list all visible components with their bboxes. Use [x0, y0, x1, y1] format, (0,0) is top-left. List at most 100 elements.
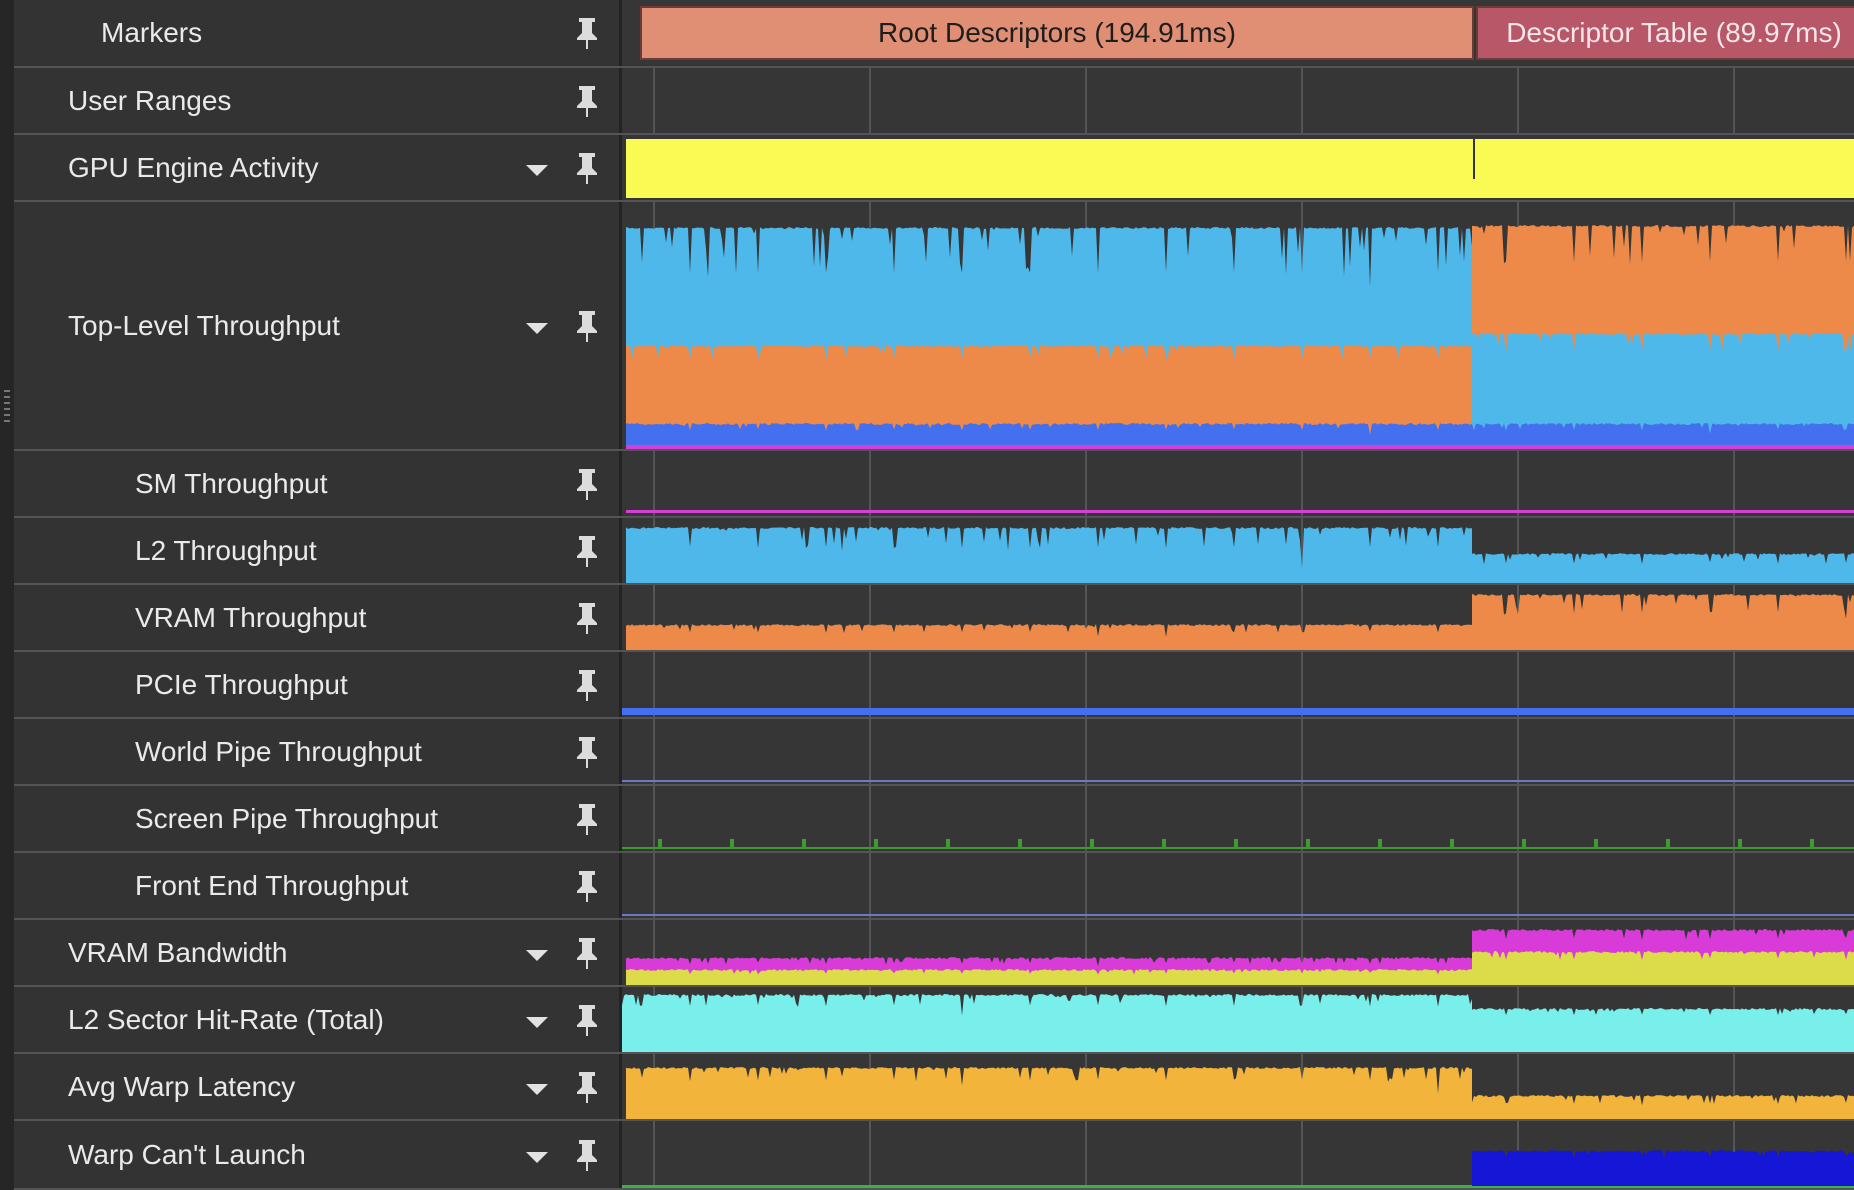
pin-icon[interactable]: [572, 735, 602, 769]
pin-icon[interactable]: [572, 1138, 602, 1172]
row-header[interactable]: Avg Warp Latency: [14, 1054, 622, 1119]
timeline-row-vram-bw: VRAM Bandwidth: [14, 920, 1854, 987]
track-l2-hit[interactable]: [622, 987, 1854, 1052]
row-header[interactable]: VRAM Throughput: [14, 585, 622, 650]
row-label: Front End Throughput: [135, 869, 409, 901]
row-header[interactable]: Warp Can't Launch: [14, 1121, 622, 1188]
track-front-end[interactable]: [622, 853, 1854, 918]
timeline-row-screen-pipe: Screen Pipe Throughput: [14, 786, 1854, 853]
track-screen-pipe[interactable]: [622, 786, 1854, 851]
timeline-row-user-ranges: User Ranges: [14, 68, 1854, 135]
track-graph: [626, 585, 1854, 650]
screen-pipe-spike: [874, 839, 878, 849]
warp-latency-phase2: [1472, 1095, 1854, 1119]
screen-pipe-spike: [946, 839, 950, 849]
screen-pipe-spike: [1450, 839, 1454, 849]
marker-descriptor-table[interactable]: Descriptor Table (89.97ms): [1476, 6, 1854, 60]
track-markers[interactable]: Root Descriptors (194.91ms) Descriptor Ta…: [622, 0, 1854, 66]
hit-rate-phase1: [622, 994, 1472, 1052]
track-warp-lat[interactable]: [622, 1054, 1854, 1119]
row-label: User Ranges: [68, 84, 232, 116]
track-l2[interactable]: [622, 518, 1854, 583]
row-header[interactable]: PCIe Throughput: [14, 652, 622, 717]
chevron-down-icon[interactable]: [526, 949, 548, 961]
row-label: Warp Can't Launch: [68, 1138, 306, 1170]
track-graph: [622, 652, 1854, 717]
chevron-down-icon[interactable]: [526, 164, 548, 176]
row-header[interactable]: L2 Throughput: [14, 518, 622, 583]
l2-area-phase1: [626, 527, 1472, 583]
row-header[interactable]: Top-Level Throughput: [14, 202, 622, 449]
track-gpu-engine[interactable]: [622, 135, 1854, 200]
track-graph: [622, 987, 1854, 1052]
chevron-down-icon[interactable]: [526, 322, 548, 334]
chevron-down-icon[interactable]: [526, 1016, 548, 1028]
pin-icon[interactable]: [572, 1003, 602, 1037]
row-label: VRAM Bandwidth: [68, 936, 288, 968]
track-graph: [622, 786, 1854, 851]
pin-icon[interactable]: [572, 151, 602, 185]
row-header[interactable]: World Pipe Throughput: [14, 719, 622, 784]
screen-pipe-spike: [1594, 839, 1598, 849]
row-header[interactable]: SM Throughput: [14, 451, 622, 516]
warp-latency-phase1: [626, 1067, 1472, 1119]
pin-icon[interactable]: [572, 84, 602, 118]
l2-area-phase2: [1472, 553, 1854, 583]
screen-pipe-spike: [1810, 839, 1814, 849]
pin-icon[interactable]: [572, 668, 602, 702]
row-header[interactable]: VRAM Bandwidth: [14, 920, 622, 985]
track-sm[interactable]: [622, 451, 1854, 516]
top-pcie-area: [626, 423, 1854, 449]
pin-icon[interactable]: [572, 936, 602, 970]
pin-icon[interactable]: [572, 309, 602, 343]
chevron-down-icon[interactable]: [526, 1151, 548, 1163]
pin-icon[interactable]: [572, 802, 602, 836]
pin-icon[interactable]: [572, 534, 602, 568]
bw-write-phase2: [1472, 951, 1854, 985]
row-header[interactable]: Markers: [14, 0, 622, 66]
row-label: Top-Level Throughput: [68, 309, 340, 341]
pin-icon[interactable]: [572, 16, 602, 50]
track-graph: [626, 451, 1854, 516]
pin-icon[interactable]: [572, 869, 602, 903]
drag-handle-icon[interactable]: [4, 390, 10, 436]
row-header[interactable]: Front End Throughput: [14, 853, 622, 918]
row-header[interactable]: GPU Engine Activity: [14, 135, 622, 200]
row-header[interactable]: Screen Pipe Throughput: [14, 786, 622, 851]
pin-icon[interactable]: [572, 467, 602, 501]
track-graph: [622, 853, 1854, 918]
screen-pipe-spike: [1234, 839, 1238, 849]
row-header[interactable]: User Ranges: [14, 68, 622, 133]
track-vram-bw[interactable]: [622, 920, 1854, 985]
track-user-ranges[interactable]: [622, 68, 1854, 133]
top-vram-area-phase1: [626, 345, 1472, 449]
chevron-down-icon[interactable]: [526, 1083, 548, 1095]
track-pcie[interactable]: [622, 652, 1854, 717]
timeline-row-warp-lat: Avg Warp Latency: [14, 1054, 1854, 1121]
screen-pipe-spike: [1090, 839, 1094, 849]
panel-resize-edge[interactable]: [0, 0, 15, 1190]
marker-root-descriptors[interactable]: Root Descriptors (194.91ms): [640, 6, 1474, 60]
timeline-row-warp-cant: Warp Can't Launch: [14, 1121, 1854, 1190]
timeline-row-l2: L2 Throughput: [14, 518, 1854, 585]
track-graph: [653, 68, 1735, 133]
pipe-line: [622, 914, 1854, 916]
pin-icon[interactable]: [572, 1070, 602, 1104]
row-label: Markers: [101, 17, 203, 48]
timeline-row-gpu-engine: GPU Engine Activity: [14, 135, 1854, 202]
vram-area-phase1: [626, 624, 1472, 650]
track-warp-cant[interactable]: [622, 1121, 1854, 1188]
track-top-level[interactable]: [622, 202, 1854, 449]
track-world-pipe[interactable]: [622, 719, 1854, 784]
pin-icon[interactable]: [572, 601, 602, 635]
screen-pipe-spike: [802, 839, 806, 849]
row-label: L2 Sector Hit-Rate (Total): [68, 1003, 384, 1035]
pipe-line: [622, 780, 1854, 782]
sm-line: [626, 510, 1854, 513]
pcie-line: [622, 708, 1854, 715]
row-label: Screen Pipe Throughput: [135, 802, 439, 834]
row-label: PCIe Throughput: [135, 668, 348, 700]
row-header[interactable]: L2 Sector Hit-Rate (Total): [14, 987, 622, 1052]
track-graph: [626, 920, 1854, 985]
track-vram[interactable]: [622, 585, 1854, 650]
